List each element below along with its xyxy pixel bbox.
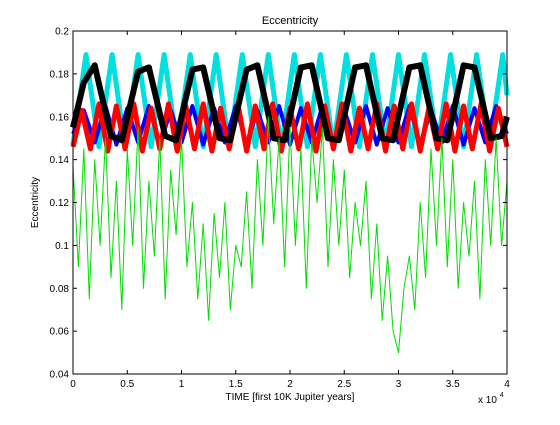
plot-layer bbox=[70, 52, 510, 354]
x-tick-label: 2 bbox=[287, 379, 293, 390]
y-tick-label: 0.16 bbox=[50, 112, 70, 123]
x-tick-label: 4 bbox=[504, 379, 510, 390]
y-axis-label: Eccentricity bbox=[30, 177, 41, 228]
x-tick-label: 1 bbox=[179, 379, 185, 390]
y-tick-label: 0.2 bbox=[55, 27, 69, 38]
x-tick-label: 1.5 bbox=[229, 379, 243, 390]
x-axis-label: TIME [first 10K Jupiter years] bbox=[226, 392, 355, 403]
x-tick-label: 0.5 bbox=[120, 379, 134, 390]
y-tick-label: 0.14 bbox=[50, 155, 70, 166]
y-tick-label: 0.04 bbox=[50, 370, 70, 381]
ticks-layer: 0 0.5 1 1.5 2 2.5 3 3.5 4 0.04 0.06 0.08 0.1 0.12 0.14… bbox=[50, 27, 511, 391]
y-tick-label: 0.1 bbox=[55, 241, 69, 252]
x-tick-label: 0 bbox=[70, 379, 76, 390]
x-tick-label: 3 bbox=[396, 379, 402, 390]
x-tick-label: 2.5 bbox=[337, 379, 351, 390]
x-axis-multiplier: x 10 4 bbox=[478, 392, 504, 406]
y-tick-label: 0.08 bbox=[50, 284, 70, 295]
x-tick-label: 3.5 bbox=[446, 379, 460, 390]
y-tick-label: 0.12 bbox=[50, 198, 70, 209]
chart-title: Eccentricity bbox=[262, 15, 319, 27]
y-tick-label: 0.18 bbox=[50, 69, 70, 80]
series-line-5 bbox=[72, 116, 508, 354]
x-axis-multiplier-exponent: 4 bbox=[500, 392, 504, 399]
y-tick-label: 0.06 bbox=[50, 327, 70, 338]
x-axis-multiplier-base: x 10 bbox=[478, 395, 497, 406]
